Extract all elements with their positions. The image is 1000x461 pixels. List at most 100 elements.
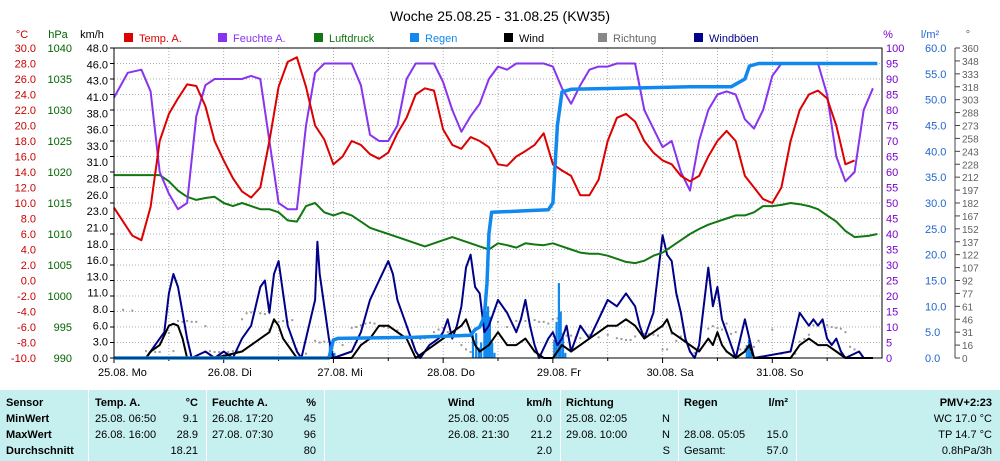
direction-point (721, 328, 723, 331)
direction-point (620, 338, 623, 341)
direction-point (716, 326, 719, 329)
rain-bar (553, 339, 556, 358)
tick-label-left: 26.0 (15, 74, 36, 86)
legend-label: Windböen (709, 33, 759, 45)
tick-label-left: 8.0 (21, 214, 36, 226)
direction-point (245, 312, 248, 315)
tick-label-right: 197 (962, 186, 979, 197)
tick-label-left: 16.0 (87, 255, 108, 267)
stats-header-dir: Richtung (566, 397, 614, 409)
stats-max-wind-time: 26.08. 21:30 (448, 429, 510, 441)
direction-point (204, 325, 207, 328)
direction-point (154, 350, 157, 353)
tick-label-right: 10 (886, 322, 898, 334)
stats-header-hum-unit: % (306, 397, 316, 409)
tick-label-right: 77 (962, 289, 974, 300)
stats-max-dir-value: N (662, 429, 670, 441)
tick-label-right: 243 (962, 147, 979, 158)
tick-label-left: 8.0 (93, 304, 108, 316)
direction-point (794, 352, 797, 355)
direction-point (588, 333, 591, 336)
tick-label-left: 13.0 (87, 271, 108, 283)
tick-label-right: 25.0 (925, 224, 946, 236)
stats-max-hum-value: 96 (303, 429, 316, 441)
tick-label-left: 16.0 (15, 152, 36, 164)
plot-frame (113, 47, 883, 359)
stats-max-rain-time: 28.08. 05:05 (684, 429, 746, 441)
tick-label-left: 28.0 (87, 174, 108, 186)
legend-label: Feuchte A. (233, 33, 286, 45)
tick-label-right: 258 (962, 134, 979, 145)
direction-point (606, 333, 609, 336)
direction-point (364, 322, 367, 325)
rain-bar (486, 306, 490, 358)
tick-label-right: 100 (886, 43, 904, 55)
tick-label-right: 30.0 (925, 198, 946, 210)
stats-header-wind-unit: km/h (526, 397, 552, 409)
direction-point (757, 339, 760, 342)
axis-unit-left: hPa (48, 29, 68, 41)
direction-point (652, 333, 655, 336)
tick-label-right: 55 (886, 183, 898, 195)
tick-label-left: 24.0 (15, 90, 36, 102)
direction-point (643, 332, 646, 335)
stats-avg-dir-value: S (662, 445, 670, 457)
tick-label-left: 20.0 (15, 121, 36, 133)
direction-point (396, 329, 399, 332)
direction-point (839, 327, 842, 330)
rain-bar (559, 311, 562, 358)
direction-point (131, 309, 134, 312)
tick-label-left: -6.0 (17, 322, 36, 334)
direction-point (803, 338, 806, 341)
direction-point (753, 345, 755, 348)
tick-label-right: 152 (962, 225, 979, 236)
direction-point (231, 350, 234, 353)
direction-point (369, 321, 371, 324)
tick-label-right: 333 (962, 70, 979, 81)
stats-header-pmv: PMV+2:23 (939, 397, 992, 409)
direction-point (570, 334, 573, 337)
stats-header-sensor: Sensor (6, 397, 44, 409)
direction-point (145, 350, 147, 353)
direction-point (350, 326, 353, 329)
tick-label-left: 6.0 (93, 320, 108, 332)
direction-point (771, 328, 774, 331)
direction-point (359, 324, 362, 327)
tick-label-right: 288 (962, 109, 979, 120)
legend-swatch (598, 33, 607, 42)
direction-point (542, 320, 545, 323)
tick-label-left: 10.0 (15, 198, 36, 210)
direction-point (442, 326, 445, 329)
direction-point (318, 341, 321, 344)
direction-point (382, 326, 385, 328)
series-wind (114, 318, 873, 359)
direction-point (241, 318, 243, 321)
direction-point (305, 352, 307, 355)
legend-label: Regen (425, 33, 457, 45)
rain-bar (488, 316, 491, 358)
rain-bar (471, 334, 475, 358)
tick-label-left: 21.0 (87, 222, 108, 234)
direction-point (355, 326, 358, 328)
tick-label-left: -10.0 (11, 353, 36, 365)
tick-label-right: 35.0 (925, 172, 946, 184)
axis-unit-left: °C (16, 29, 28, 41)
legend-swatch (124, 33, 133, 42)
stats-avg-wind-value: 2.0 (536, 445, 552, 457)
series-windboeen (114, 234, 873, 359)
rain-bar (564, 352, 567, 358)
tick-label-left: 48.0 (87, 43, 108, 55)
tick-label-right: 85 (886, 90, 898, 102)
direction-point (122, 308, 125, 311)
legend-label: Luftdruck (329, 33, 375, 45)
direction-point (565, 334, 568, 337)
direction-point (826, 324, 829, 327)
direction-point (213, 350, 216, 353)
tick-label-left: 36.0 (87, 125, 108, 137)
direction-point (679, 335, 682, 338)
direction-point (743, 348, 746, 351)
tick-label-left: 995 (54, 322, 72, 334)
stats-row-label: Durchschnitt (6, 445, 74, 457)
direction-point (670, 332, 673, 335)
direction-point (647, 332, 650, 335)
